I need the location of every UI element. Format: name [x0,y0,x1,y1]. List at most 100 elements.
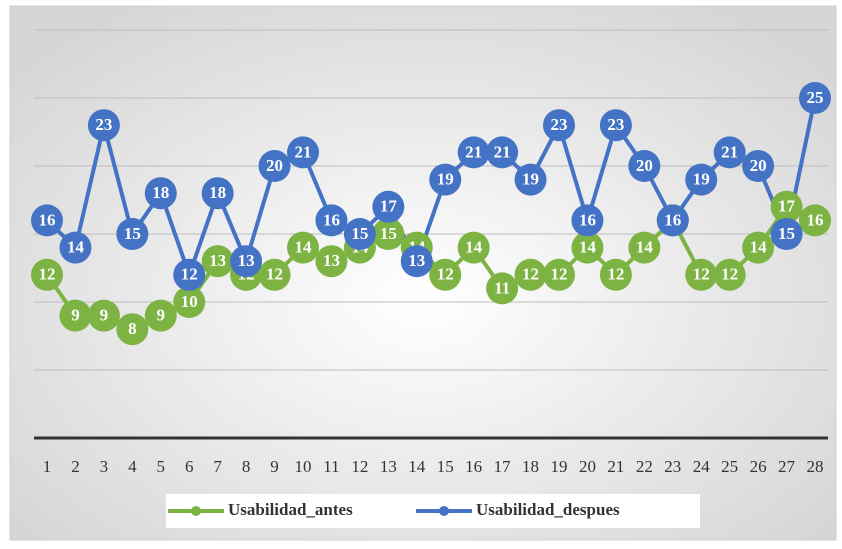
x-tick-label: 1 [43,457,52,476]
x-tick-label: 28 [807,457,824,476]
x-tick-label: 21 [607,457,624,476]
x-tick-label: 23 [664,457,681,476]
data-point [258,150,291,182]
x-tick-label: 24 [693,457,711,476]
data-label: 23 [607,115,624,134]
x-tick-label: 11 [323,457,339,476]
x-tick-label: 9 [270,457,279,476]
data-label: 9 [100,306,109,325]
data-label: 20 [750,156,767,175]
data-point [258,258,291,291]
data-point [173,286,206,318]
data-point [429,163,462,196]
x-tick-label: 14 [408,457,426,476]
data-label: 16 [664,210,681,229]
data-label: 14 [750,238,768,257]
data-label: 16 [39,210,56,229]
data-point [287,231,319,264]
data-point [315,204,348,237]
data-label: 10 [181,292,198,311]
data-label: 14 [579,238,597,257]
x-tick-label: 5 [157,457,166,476]
data-point [173,258,206,291]
x-tick-label: 6 [185,457,194,476]
x-tick-label: 17 [494,457,512,476]
data-point [799,204,831,237]
data-label: 23 [95,115,112,134]
data-point [372,218,405,250]
data-point [742,150,775,182]
data-point [87,299,120,332]
data-label: 14 [67,238,85,257]
data-point [571,231,604,264]
data-label: 11 [494,278,510,297]
x-tick-label: 2 [71,457,80,476]
data-point [514,258,547,291]
x-tick-label: 7 [213,457,222,476]
data-point [116,313,149,346]
data-label: 19 [437,170,454,189]
x-tick-label: 10 [295,457,312,476]
legend-marker [191,506,201,516]
data-label: 25 [807,88,824,107]
data-point [144,177,177,210]
x-tick-label: 27 [778,457,796,476]
data-label: 13 [323,251,340,270]
data-label: 12 [437,265,454,284]
x-tick-label: 4 [128,457,137,476]
x-tick-label: 3 [100,457,109,476]
data-point [31,204,63,237]
data-point [287,136,319,169]
x-tick-label: 25 [721,457,738,476]
data-label: 16 [807,210,824,229]
data-label: 15 [778,224,795,243]
data-point [144,299,177,332]
data-point [400,245,433,278]
data-point [713,258,746,291]
data-label: 15 [351,224,368,243]
data-point [599,258,632,291]
data-label: 13 [209,251,226,270]
x-tick-label: 13 [380,457,397,476]
data-point [543,258,575,291]
data-label: 12 [551,265,568,284]
data-label: 12 [693,265,710,284]
data-point [457,231,490,264]
x-tick-label: 26 [750,457,767,476]
data-label: 13 [238,251,255,270]
data-point [116,218,149,250]
data-point [59,299,92,332]
x-tick-label: 12 [351,457,368,476]
data-label: 21 [295,142,312,161]
data-label: 21 [465,142,482,161]
data-label: 16 [323,210,340,229]
legend-label: Usabilidad_despues [476,500,620,519]
legend-label: Usabilidad_antes [228,500,353,519]
data-label: 14 [636,238,654,257]
data-point [770,218,803,250]
data-label: 14 [465,238,483,257]
data-label: 9 [71,306,80,325]
data-point [713,136,746,169]
data-point [685,258,718,291]
data-point [429,258,462,291]
data-point [31,258,63,291]
data-label: 15 [124,224,141,243]
data-point [315,245,348,278]
x-tick-label: 22 [636,457,653,476]
x-tick-label: 19 [551,457,568,476]
data-point [571,204,604,237]
data-label: 18 [209,183,226,202]
data-point [201,177,234,210]
x-tick-label: 16 [465,457,482,476]
data-label: 19 [693,170,710,189]
data-label: 20 [636,156,653,175]
data-label: 20 [266,156,283,175]
data-label: 12 [522,265,539,284]
data-label: 21 [494,142,511,161]
data-point [343,218,376,250]
data-label: 15 [380,224,397,243]
data-point [201,245,234,278]
data-label: 17 [380,197,398,216]
